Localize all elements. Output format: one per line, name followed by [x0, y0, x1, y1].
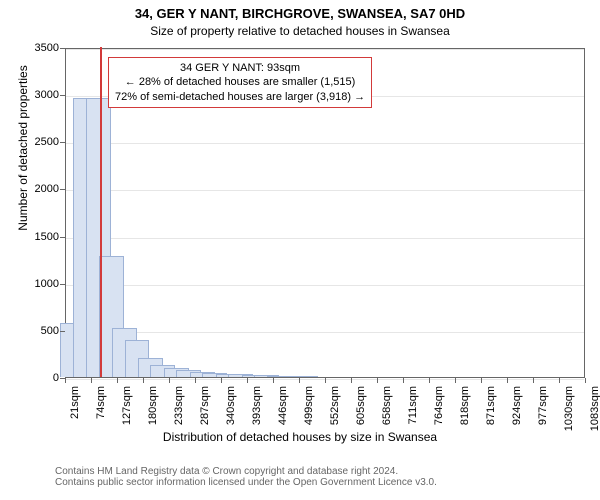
xtick-mark: [325, 378, 326, 383]
xtick-label: 764sqm: [433, 386, 445, 446]
xtick-mark: [221, 378, 222, 383]
footer-line: Contains HM Land Registry data © Crown c…: [55, 466, 437, 477]
xtick-label: 552sqm: [329, 386, 341, 446]
annot-line: ← 28% of detached houses are smaller (1,…: [115, 75, 365, 89]
xtick-mark: [117, 378, 118, 383]
xtick-label: 818sqm: [459, 386, 471, 446]
ytick-label: 2500: [25, 136, 59, 148]
figure: 34, GER Y NANT, BIRCHGROVE, SWANSEA, SA7…: [0, 0, 600, 500]
xtick-label: 233sqm: [173, 386, 185, 446]
ytick-mark: [60, 331, 65, 332]
ytick-label: 0: [25, 372, 59, 384]
xtick-label: 340sqm: [225, 386, 237, 446]
attribution-footer: Contains HM Land Registry data © Crown c…: [55, 466, 437, 488]
ytick-mark: [60, 284, 65, 285]
gridline: [66, 285, 584, 286]
xtick-mark: [273, 378, 274, 383]
xtick-mark: [481, 378, 482, 383]
gridline: [66, 143, 584, 144]
xtick-mark: [507, 378, 508, 383]
ytick-label: 2000: [25, 183, 59, 195]
xtick-label: 21sqm: [69, 386, 81, 446]
xtick-label: 658sqm: [381, 386, 393, 446]
chart-subtitle: Size of property relative to detached ho…: [0, 24, 600, 38]
ytick-label: 500: [25, 325, 59, 337]
ytick-mark: [60, 189, 65, 190]
xtick-mark: [377, 378, 378, 383]
xtick-label: 127sqm: [121, 386, 133, 446]
xtick-label: 605sqm: [355, 386, 367, 446]
xtick-label: 499sqm: [303, 386, 315, 446]
ytick-label: 1500: [25, 231, 59, 243]
x-axis-label: Distribution of detached houses by size …: [0, 430, 600, 444]
xtick-label: 180sqm: [147, 386, 159, 446]
xtick-mark: [91, 378, 92, 383]
marker-annotation: 34 GER Y NANT: 93sqm ← 28% of detached h…: [108, 57, 372, 108]
xtick-label: 977sqm: [537, 386, 549, 446]
annot-line: 34 GER Y NANT: 93sqm: [115, 61, 365, 75]
xtick-label: 711sqm: [407, 386, 419, 446]
xtick-label: 287sqm: [199, 386, 211, 446]
ytick-label: 3500: [25, 42, 59, 54]
xtick-mark: [195, 378, 196, 383]
gridline: [66, 49, 584, 50]
xtick-mark: [585, 378, 586, 383]
xtick-mark: [65, 378, 66, 383]
xtick-mark: [533, 378, 534, 383]
xtick-label: 871sqm: [485, 386, 497, 446]
ytick-mark: [60, 48, 65, 49]
xtick-mark: [247, 378, 248, 383]
chart-title: 34, GER Y NANT, BIRCHGROVE, SWANSEA, SA7…: [0, 6, 600, 21]
gridline: [66, 190, 584, 191]
footer-line: Contains public sector information licen…: [55, 477, 437, 488]
subject-marker-line: [100, 47, 102, 377]
xtick-mark: [403, 378, 404, 383]
xtick-label: 446sqm: [277, 386, 289, 446]
gridline: [66, 332, 584, 333]
annot-line: 72% of semi-detached houses are larger (…: [115, 90, 365, 104]
xtick-mark: [169, 378, 170, 383]
xtick-label: 74sqm: [95, 386, 107, 446]
xtick-label: 1083sqm: [589, 386, 600, 446]
xtick-mark: [299, 378, 300, 383]
xtick-label: 393sqm: [251, 386, 263, 446]
ytick-label: 1000: [25, 278, 59, 290]
ytick-mark: [60, 142, 65, 143]
xtick-mark: [455, 378, 456, 383]
xtick-mark: [559, 378, 560, 383]
xtick-label: 924sqm: [511, 386, 523, 446]
xtick-mark: [429, 378, 430, 383]
ytick-label: 3000: [25, 89, 59, 101]
gridline: [66, 238, 584, 239]
histogram-bar: [293, 376, 318, 377]
xtick-mark: [351, 378, 352, 383]
ytick-mark: [60, 237, 65, 238]
ytick-mark: [60, 95, 65, 96]
xtick-label: 1030sqm: [563, 386, 575, 446]
xtick-mark: [143, 378, 144, 383]
